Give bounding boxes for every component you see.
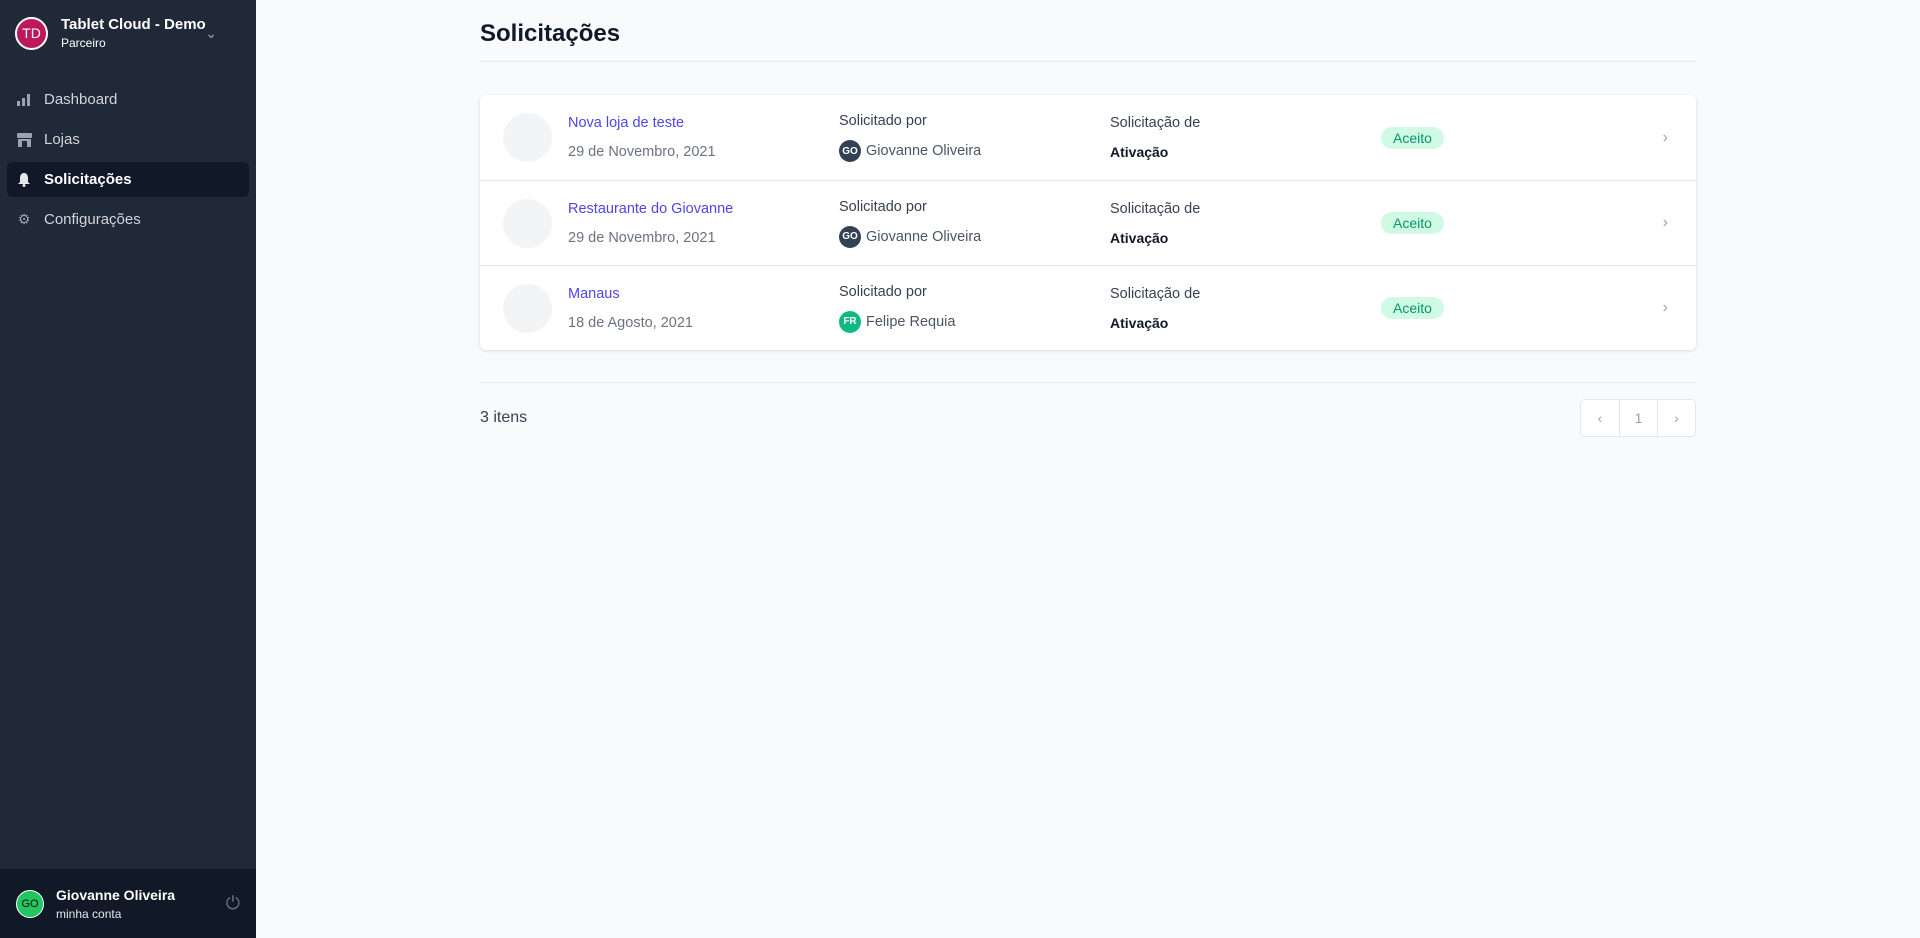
sidebar-item-label: Configurações <box>44 211 141 228</box>
store-name-link[interactable]: Nova loja de teste <box>568 115 685 131</box>
store-name-link[interactable]: Restaurante do Giovanne <box>568 200 734 217</box>
request-type-label: Solicitação de <box>1110 200 1201 217</box>
request-type: Ativação <box>1110 144 1169 160</box>
store-image <box>503 198 552 248</box>
chevron-down-icon: ⌄ <box>205 24 217 41</box>
requester-avatar: GO <box>839 225 861 248</box>
sidebar-item-dashboard[interactable]: Dashboard <box>7 82 249 117</box>
requester-name: Giovanne Oliveira <box>866 143 982 159</box>
sidebar-item-lojas[interactable]: Lojas <box>7 122 249 157</box>
user-account[interactable]: GO Giovanne Oliveira minha conta ⏻ <box>0 869 256 938</box>
request-type: Ativação <box>1110 229 1169 246</box>
requester-avatar: FR <box>839 310 861 333</box>
page-title: Solicitações <box>480 0 1696 62</box>
gear-icon: ⚙ <box>17 211 31 227</box>
user-avatar: GO <box>16 889 44 918</box>
requester-name: Giovanne Oliveira <box>866 228 982 245</box>
sidebar-nav: Dashboard Lojas Solicitações ⚙ Configura… <box>7 82 249 242</box>
requested-by-label: Solicitado por <box>839 113 927 129</box>
my-account-link[interactable]: minha conta <box>56 906 122 921</box>
status-badge: Aceito <box>1381 212 1444 234</box>
chevron-right-icon[interactable]: › <box>1662 214 1668 231</box>
list-footer: 3 itens ‹ 1 › <box>480 382 1696 437</box>
status-badge: Aceito <box>1381 126 1444 149</box>
status-badge: Aceito <box>1381 297 1444 319</box>
requested-by-label: Solicitado por <box>839 198 927 215</box>
sidebar-item-label: Dashboard <box>44 91 118 108</box>
next-page-button[interactable]: › <box>1657 400 1695 436</box>
chevron-right-icon[interactable]: › <box>1662 299 1668 316</box>
sidebar-item-label: Solicitações <box>44 171 132 188</box>
request-date: 29 de Novembro, 2021 <box>568 144 716 160</box>
item-count: 3 itens <box>480 409 528 426</box>
user-name: Giovanne Oliveira <box>56 886 176 903</box>
request-date: 18 de Agosto, 2021 <box>568 314 693 331</box>
sidebar-item-configuracoes[interactable]: ⚙ Configurações <box>7 202 249 237</box>
requester-avatar: GO <box>839 140 861 162</box>
org-name: Tablet Cloud - Demo <box>61 16 206 33</box>
sidebar-item-label: Lojas <box>44 131 80 148</box>
org-switcher[interactable]: TD Tablet Cloud - Demo Parceiro ⌄ <box>15 16 245 50</box>
list-item[interactable]: Nova loja de teste 29 de Novembro, 2021 S… <box>480 95 1696 180</box>
bell-icon <box>16 172 32 188</box>
list-item[interactable]: Manaus 18 de Agosto, 2021 Solicitado por F… <box>480 265 1696 350</box>
store-icon <box>16 132 32 148</box>
requested-by-label: Solicitado por <box>839 283 927 300</box>
store-image <box>503 113 552 162</box>
store-image <box>503 283 552 333</box>
main-content: Solicitações Nova loja de teste 29 de Nov… <box>480 0 1696 437</box>
list-item[interactable]: Restaurante do Giovanne 29 de Novembro, 2… <box>480 180 1696 265</box>
request-type-label: Solicitação de <box>1110 285 1201 302</box>
requester-name: Felipe Requia <box>866 313 956 330</box>
request-date: 29 de Novembro, 2021 <box>568 229 716 246</box>
request-type-label: Solicitação de <box>1110 115 1201 131</box>
requests-list: Nova loja de teste 29 de Novembro, 2021 S… <box>480 95 1696 350</box>
org-role: Parceiro <box>61 36 106 50</box>
request-type: Ativação <box>1110 314 1169 331</box>
pagination: ‹ 1 › <box>1580 399 1696 437</box>
store-name-link[interactable]: Manaus <box>568 285 620 302</box>
page-1-button[interactable]: 1 <box>1619 400 1657 436</box>
org-avatar: TD <box>15 16 48 50</box>
bar-chart-icon <box>16 92 32 108</box>
power-icon[interactable]: ⏻ <box>225 893 240 913</box>
sidebar: TD Tablet Cloud - Demo Parceiro ⌄ Dashbo… <box>0 0 256 938</box>
prev-page-button[interactable]: ‹ <box>1597 410 1603 426</box>
chevron-right-icon[interactable]: › <box>1662 128 1668 146</box>
sidebar-item-solicitacoes[interactable]: Solicitações <box>7 162 249 197</box>
